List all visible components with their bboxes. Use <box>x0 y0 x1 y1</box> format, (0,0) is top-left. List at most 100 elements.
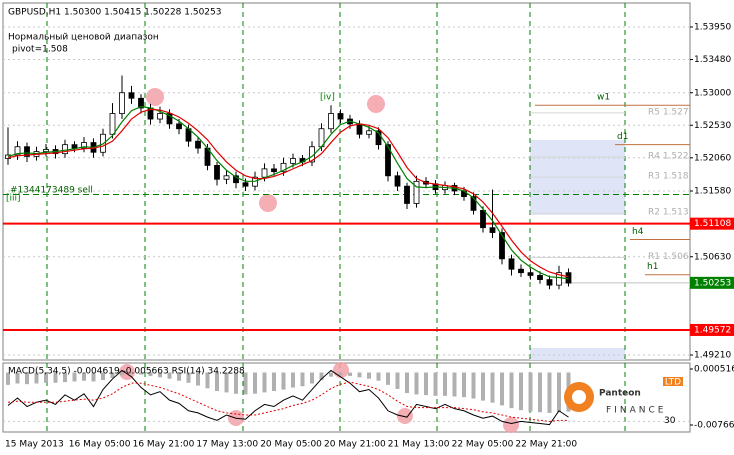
y-tick-label: 0.000516 <box>694 365 734 375</box>
histogram-bar <box>424 372 428 396</box>
indicator-line <box>7 369 569 426</box>
sub-frame <box>2 362 691 433</box>
indicator-line <box>7 381 569 422</box>
price-box <box>690 323 734 336</box>
histogram-bar <box>167 372 172 379</box>
x-tick-label: 22 May 05:00 <box>452 440 514 450</box>
sub-title: MACD(5,34,5) -0.004619 -0.005663 RSI(14)… <box>8 367 245 377</box>
candle-body <box>556 272 562 286</box>
candle-body <box>280 162 287 173</box>
level-label: h4 <box>632 227 644 237</box>
histogram-bar <box>53 372 58 383</box>
candle-body <box>366 130 372 135</box>
histogram-bar <box>253 372 257 394</box>
pivot-level-label: R3 1.518 <box>648 172 689 182</box>
moving-average <box>7 108 569 278</box>
wave-label: [iii] <box>6 194 21 204</box>
y-tick-label: 1.53950 <box>694 23 731 33</box>
histogram-bar <box>6 372 10 385</box>
histogram-bar <box>101 372 105 381</box>
subtitle: Нормальный ценовой диапазон <box>8 33 159 43</box>
histogram-bar <box>348 372 352 376</box>
histogram-bar <box>15 372 20 384</box>
candle-body <box>385 144 391 177</box>
histogram-bar <box>272 372 276 392</box>
candle-body <box>233 175 239 184</box>
logo-name: Panteon <box>599 389 641 399</box>
chart-title: GBPUSD,H1 1.50300 1.50415 1.50228 1.5025… <box>8 8 221 18</box>
histogram-bar <box>386 372 390 385</box>
candle-body <box>489 227 496 233</box>
logo-icon <box>572 390 586 404</box>
level-label: h1 <box>647 262 658 272</box>
y-tick-label: 1.51580 <box>694 187 731 197</box>
candle-body <box>394 175 401 187</box>
pivot-level-label: R5 1.527 <box>648 107 689 117</box>
main-frame <box>2 2 691 361</box>
candle-body <box>128 92 135 99</box>
highlight <box>333 362 349 378</box>
histogram-bar <box>433 372 438 396</box>
histogram-bar <box>471 372 476 399</box>
y-tick-label: 1.53480 <box>694 55 731 65</box>
price-box <box>690 276 734 289</box>
histogram-bar <box>196 372 200 386</box>
price-box <box>690 217 734 230</box>
candle-body <box>24 146 30 157</box>
pivot-level-label: R4 1.522 <box>648 152 689 162</box>
pivot-level-label: R1 1.506 <box>648 252 689 262</box>
histogram-bar <box>281 372 286 390</box>
candle-body <box>328 113 334 130</box>
histogram-bar <box>547 372 552 413</box>
candle-body <box>375 130 382 146</box>
candle-body <box>71 144 78 149</box>
histogram-bar <box>500 372 504 406</box>
candle-body <box>271 168 277 173</box>
candle-body <box>176 123 182 130</box>
order-text: #1344173489 sell <box>10 186 93 196</box>
price-box-label: 1.50253 <box>694 278 731 288</box>
candle-body <box>261 168 268 178</box>
histogram-bar <box>519 372 523 411</box>
histogram-bar <box>443 372 447 396</box>
candle-body <box>337 113 344 120</box>
candle-body <box>43 149 49 152</box>
histogram-bar <box>300 372 305 387</box>
histogram-bar <box>262 372 267 393</box>
histogram-bar <box>148 372 153 376</box>
histogram-bar <box>177 372 181 381</box>
histogram-bar <box>538 372 542 413</box>
histogram-bar <box>110 372 115 379</box>
pivot-text: pivot=1.508 <box>12 45 68 55</box>
histogram-bar <box>25 372 29 385</box>
candle-body <box>537 275 543 280</box>
histogram-bar <box>490 372 495 403</box>
logo-badge-text: LTD <box>665 378 681 388</box>
histogram-bar <box>186 372 191 383</box>
highlight <box>367 95 385 113</box>
y-tick-label: 1.49210 <box>694 351 731 361</box>
candle-body <box>565 272 572 284</box>
candle-body <box>195 140 201 149</box>
histogram-bar <box>452 372 457 397</box>
histogram-bar <box>557 372 561 413</box>
histogram-bar <box>357 372 362 378</box>
histogram-bar <box>139 372 143 375</box>
candle-body <box>62 144 68 155</box>
logo-badge <box>663 377 683 386</box>
pivot-zone <box>530 348 625 360</box>
histogram-bar <box>234 372 238 394</box>
moving-average <box>7 105 569 280</box>
y-tick-label: 1.53000 <box>694 88 731 98</box>
histogram-bar <box>338 372 343 376</box>
candle-body <box>518 268 524 274</box>
logo: Panteon FINANCE LTD <box>564 377 683 416</box>
level-label: w1 <box>597 93 610 103</box>
candle-body <box>81 142 87 149</box>
highlight <box>503 417 519 433</box>
x-tick-label: 16 May 05:00 <box>69 440 131 450</box>
histogram-bar <box>63 372 67 383</box>
histogram-bar <box>310 372 314 384</box>
